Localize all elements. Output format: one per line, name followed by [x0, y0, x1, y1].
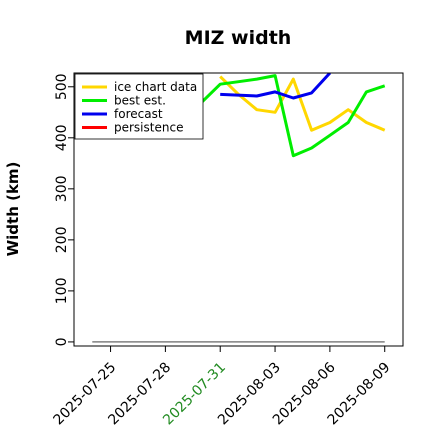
legend-label: forecast: [114, 107, 163, 121]
series-line-forecast: [220, 73, 332, 100]
legend-label: persistence: [114, 121, 183, 135]
y-axis: 0 100 200 300 400 500: [54, 73, 74, 346]
y-tick-label: 500: [54, 73, 70, 100]
series-line-ice-chart-data: [219, 75, 386, 132]
y-tick-label: 300: [54, 175, 70, 202]
plot-lines: [92, 73, 386, 343]
y-tick-label: 100: [54, 278, 70, 305]
x-axis: 2025-07-252025-07-282025-07-312025-08-03…: [51, 346, 394, 428]
y-tick-label: 200: [54, 226, 70, 253]
series-line-best-est: [200, 74, 386, 158]
legend-label: best est.: [114, 94, 166, 108]
y-tick-label: 0: [54, 337, 70, 346]
chart-title: MIZ width: [185, 27, 292, 49]
legend-label: ice chart data: [114, 80, 197, 94]
y-tick-label: 400: [54, 124, 70, 151]
y-axis-label: Width (km): [4, 162, 22, 257]
plot-frame: [73, 72, 404, 347]
